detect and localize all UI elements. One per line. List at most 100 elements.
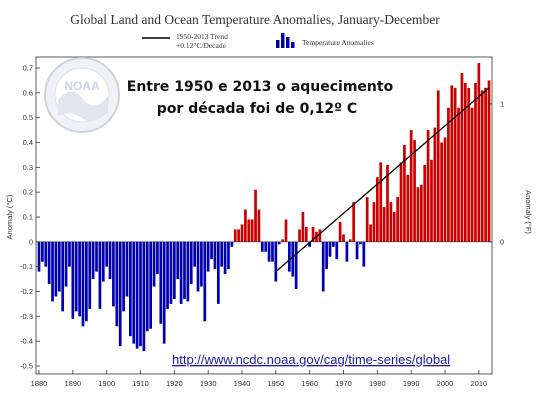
x-tick-label: 1980 bbox=[369, 379, 386, 388]
bar-1981 bbox=[379, 162, 383, 242]
bar-1924 bbox=[186, 241, 190, 302]
bar-1964 bbox=[321, 241, 325, 292]
bar-1899 bbox=[101, 241, 105, 282]
bar-1919 bbox=[169, 241, 173, 304]
y-tick-label: 0.3 bbox=[23, 163, 33, 172]
bar-1952 bbox=[281, 239, 284, 242]
bar-2004 bbox=[457, 107, 460, 242]
bar-1957 bbox=[298, 229, 301, 242]
bar-1887 bbox=[61, 241, 65, 312]
bar-1889 bbox=[68, 241, 71, 267]
bar-1922 bbox=[179, 241, 183, 304]
bar-1909 bbox=[135, 241, 139, 349]
x-tick-label: 1990 bbox=[403, 379, 420, 388]
bar-1914 bbox=[152, 241, 156, 287]
bar-1942 bbox=[247, 219, 251, 242]
bar-2007 bbox=[467, 87, 471, 242]
bar-1956 bbox=[294, 241, 298, 290]
y-tick-label: 0.1 bbox=[23, 213, 33, 222]
bar-2009 bbox=[474, 82, 477, 242]
bar-1923 bbox=[183, 241, 186, 299]
y-tick-label: -0.1 bbox=[20, 262, 33, 271]
bar-1968 bbox=[335, 241, 339, 260]
bar-1930 bbox=[206, 241, 210, 272]
bar-1940 bbox=[240, 224, 244, 242]
bar-1989 bbox=[406, 174, 410, 242]
bar-1893 bbox=[81, 241, 85, 327]
bar-1963 bbox=[318, 229, 322, 242]
bar-1913 bbox=[149, 241, 153, 329]
bar-1970 bbox=[342, 234, 345, 242]
bar-1953 bbox=[284, 219, 288, 242]
bar-2006 bbox=[463, 82, 467, 242]
x-tick-label: 1900 bbox=[98, 379, 115, 388]
y-tick-label: -0.5 bbox=[20, 362, 33, 371]
y-axis-left: -0.5 -0.4 -0.3 -0.2 -0.1 0 0.1 0.2 0.3 0.4 0.5 0.6 0… bbox=[20, 64, 40, 371]
bar-2013 bbox=[487, 80, 491, 242]
bar-1896 bbox=[91, 241, 95, 280]
trend-line bbox=[275, 87, 490, 273]
bar-1882 bbox=[44, 241, 48, 267]
bar-2005 bbox=[460, 72, 464, 242]
bar-1934 bbox=[220, 241, 224, 267]
bar-1983 bbox=[386, 164, 389, 242]
bar-1938 bbox=[233, 229, 237, 242]
bar-1990 bbox=[409, 130, 413, 242]
bar-2003 bbox=[453, 87, 457, 242]
bar-1908 bbox=[132, 241, 136, 344]
source-url-link[interactable]: http://www.ncdc.noaa.gov/cag/time-series… bbox=[172, 352, 450, 367]
bar-1941 bbox=[244, 209, 247, 242]
annotation-line-1: Entre 1950 e 2013 o aquecimento bbox=[127, 79, 394, 95]
bars-layer bbox=[37, 63, 491, 352]
bar-1988 bbox=[403, 144, 406, 242]
bar-1895 bbox=[88, 241, 92, 309]
bar-1967 bbox=[332, 241, 335, 247]
bar-1907 bbox=[129, 241, 132, 337]
bar-1974 bbox=[355, 241, 359, 260]
bar-1995 bbox=[426, 130, 430, 242]
bar-1910 bbox=[139, 241, 142, 347]
annotation-line-2: por década foi de 0,12º C bbox=[157, 101, 357, 117]
x-tick-label: 1940 bbox=[234, 379, 251, 388]
bar-1881 bbox=[41, 241, 44, 262]
bar-1888 bbox=[64, 241, 68, 287]
x-tick-label: 1960 bbox=[301, 379, 318, 388]
bar-1966 bbox=[328, 241, 332, 257]
y-axis-title-right: Anomaly (°F) bbox=[524, 190, 533, 234]
y-tick-label: 0.4 bbox=[23, 138, 33, 147]
legend: 1950-2013 Trend +0.12°C/Decade Temperatu… bbox=[142, 32, 374, 50]
y-tick-label: 0 bbox=[29, 237, 33, 246]
bar-2001 bbox=[447, 107, 450, 242]
bar-2010 bbox=[477, 63, 481, 242]
bar-2011 bbox=[480, 90, 484, 242]
bar-1928 bbox=[200, 241, 203, 287]
bar-1987 bbox=[399, 162, 403, 242]
x-tick-label: 1930 bbox=[200, 379, 217, 388]
bar-1971 bbox=[345, 241, 349, 262]
bar-1960 bbox=[308, 241, 312, 247]
bar-1954 bbox=[288, 241, 291, 272]
bar-1906 bbox=[125, 241, 129, 297]
bar-1999 bbox=[440, 142, 443, 242]
x-tick-label: 2000 bbox=[437, 379, 454, 388]
bar-1892 bbox=[78, 241, 81, 317]
bar-1902 bbox=[112, 241, 115, 307]
bar-1947 bbox=[264, 241, 268, 252]
bar-1961 bbox=[311, 226, 315, 242]
bar-1915 bbox=[156, 241, 159, 275]
bar-1949 bbox=[271, 241, 274, 262]
x-tick-label: 2010 bbox=[471, 379, 488, 388]
bar-1933 bbox=[216, 241, 220, 304]
bar-1932 bbox=[213, 241, 217, 270]
bar-1911 bbox=[142, 241, 146, 352]
bar-1927 bbox=[196, 241, 200, 292]
bar-1925 bbox=[189, 241, 193, 285]
bar-1976 bbox=[362, 241, 366, 267]
bar-1998 bbox=[436, 90, 440, 242]
bar-1955 bbox=[291, 241, 295, 277]
y-tick-label: 0.2 bbox=[23, 188, 33, 197]
bar-1965 bbox=[325, 241, 328, 270]
y-tick-label: 0.6 bbox=[23, 88, 33, 97]
bar-1936 bbox=[227, 241, 230, 270]
